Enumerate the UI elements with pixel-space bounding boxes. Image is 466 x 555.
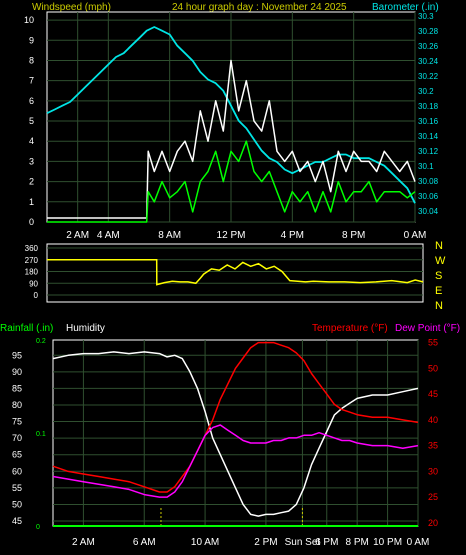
barometer-tick-label: 30.04	[418, 207, 439, 216]
wind-x-tick-label: 4 PM	[281, 230, 304, 241]
temp-x-tick-label: 8 PM	[345, 537, 368, 548]
barometer-tick-label: 30.26	[418, 42, 439, 51]
humidity-tick-label: 80	[12, 400, 22, 410]
humidity-tick-label: 90	[12, 367, 22, 377]
rainfall-tick-label: 0	[36, 524, 40, 531]
temperature-tick-label: 40	[428, 415, 438, 425]
dewpoint-axis-title: Dew Point (°F)	[395, 323, 460, 334]
barometer-tick-label: 30.2	[418, 87, 434, 96]
temperature-tick-label: 55	[428, 338, 438, 348]
wind-x-tick-label: 12 PM	[217, 230, 246, 241]
windspeed-tick-label: 1	[29, 197, 34, 207]
windspeed-axis-title: Windspeed (mph)	[32, 2, 111, 13]
humidity-tick-label: 70	[12, 433, 22, 443]
humidity-tick-label: 55	[12, 483, 22, 493]
barometer-tick-label: 30.24	[418, 57, 439, 66]
direction-tick-label: 360	[25, 244, 39, 253]
direction-plot-border	[46, 243, 424, 303]
series-temperature-line	[52, 341, 419, 493]
wind-x-tick-label: 4 AM	[97, 230, 120, 241]
series-gust-line	[47, 59, 416, 219]
series-average-line	[47, 140, 416, 223]
temperature-tick-label: 25	[428, 492, 438, 502]
windspeed-tick-label: 10	[24, 15, 34, 25]
temp-x-tick-label: 10 PM	[373, 537, 402, 548]
humidity-tick-label: 60	[12, 466, 22, 476]
series-barometer-line	[46, 26, 416, 204]
graph-title: 24 hour graph day : November 24 2025	[172, 2, 347, 13]
barometer-tick-label: 30.16	[418, 117, 439, 126]
direction-tick-label: 90	[29, 279, 38, 288]
temp-x-tick-label: 2 PM	[254, 537, 277, 548]
windspeed-tick-label: 3	[29, 156, 34, 166]
compass-label: E	[435, 285, 442, 297]
windspeed-tick-label: 9	[29, 35, 34, 45]
windspeed-tick-label: 7	[29, 76, 34, 86]
barometer-tick-label: 30.18	[418, 102, 439, 111]
compass-label: N	[435, 240, 443, 252]
barometer-tick-label: 30.12	[418, 147, 439, 156]
windspeed-tick-label: 8	[29, 55, 34, 65]
windspeed-tick-label: 6	[29, 96, 34, 106]
humidity-tick-label: 75	[12, 417, 22, 427]
humidity-tick-label: 50	[12, 499, 22, 509]
temperature-tick-label: 30	[428, 466, 438, 476]
compass-label: S	[435, 270, 442, 282]
humidity-tick-label: 85	[12, 383, 22, 393]
rainfall-axis-title: Rainfall (.in)	[0, 323, 53, 334]
barometer-tick-label: 30.14	[418, 132, 439, 141]
wind-x-tick-label: 2 AM	[66, 230, 89, 241]
barometer-tick-label: 30.1	[418, 162, 434, 171]
windspeed-tick-label: 0	[29, 217, 34, 227]
wind-barometer-chart: 0 1 2 3 4 5 6 7 8 9 10 30.04 30.06 30.08 30.1 30.12 30.…	[24, 11, 439, 241]
windspeed-tick-label: 4	[29, 136, 34, 146]
barometer-tick-label: 30.3	[418, 12, 434, 21]
temperature-tick-label: 50	[428, 363, 438, 373]
barometer-axis-title: Barometer (.in)	[372, 2, 439, 13]
temperature-tick-label: 45	[428, 389, 438, 399]
direction-tick-label: 180	[25, 268, 39, 277]
windspeed-tick-label: 2	[29, 177, 34, 187]
humidity-tick-label: 65	[12, 450, 22, 460]
barometer-tick-label: 30.28	[418, 27, 439, 36]
series-dew-point-line	[52, 424, 419, 498]
series-direction-line	[47, 259, 424, 286]
barometer-tick-label: 30.06	[418, 192, 439, 201]
compass-label: N	[435, 300, 443, 312]
temp-x-tick-label: 2 AM	[72, 537, 95, 548]
temperature-axis-title: Temperature (°F)	[312, 323, 388, 334]
compass-label: W	[435, 255, 446, 267]
temp-x-tick-label: 6 AM	[133, 537, 156, 548]
humidity-axis-title: Humidity	[66, 323, 105, 334]
wind-x-tick-label: 0 AM	[404, 230, 427, 241]
rainfall-tick-label: 0.2	[36, 338, 46, 345]
rainfall-tick-label: 0.1	[36, 431, 46, 438]
wind-x-tick-label: 8 PM	[342, 230, 365, 241]
temp-x-tick-label: 10 AM	[191, 537, 219, 548]
temperature-tick-label: 35	[428, 441, 438, 451]
humidity-tick-label: 95	[12, 350, 22, 360]
temp-x-tick-label: 6 PM	[315, 537, 338, 548]
temperature-tick-label: 20	[428, 518, 438, 528]
temp-x-tick-label: Sun Set	[285, 537, 321, 548]
barometer-tick-label: 30.08	[418, 177, 439, 186]
direction-tick-label: 0	[34, 291, 39, 300]
humidity-tick-label: 45	[12, 516, 22, 526]
barometer-tick-label: 30.22	[418, 72, 439, 81]
windspeed-tick-label: 5	[29, 116, 34, 126]
series-humidity-line	[52, 351, 419, 517]
wind-x-tick-label: 8 AM	[158, 230, 181, 241]
direction-tick-label: 270	[25, 256, 39, 265]
temp-x-tick-label: 0 AM	[407, 537, 430, 548]
